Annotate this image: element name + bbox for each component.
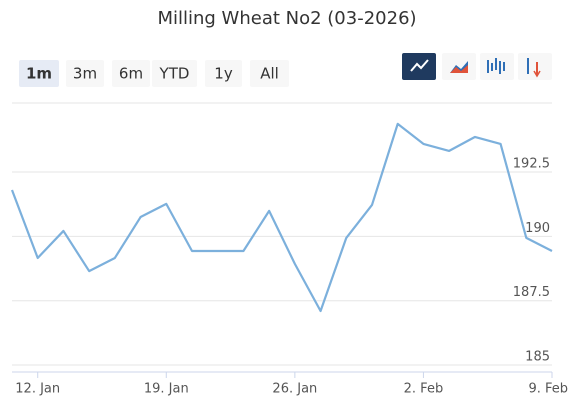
y-tick-label: 192.5: [513, 156, 550, 171]
y-tick-label: 187.5: [513, 285, 550, 300]
ohlc-glyph: [487, 58, 505, 74]
x-tick-label: 19. Jan: [144, 382, 189, 397]
x-tick-label: 12. Jan: [15, 382, 60, 397]
range-button-label[interactable]: 1m: [26, 65, 52, 83]
y-tick-label: 185: [525, 350, 550, 365]
range-button[interactable]: [112, 60, 150, 87]
range-button-label[interactable]: 6m: [119, 65, 143, 83]
y-tick-label: 190: [525, 221, 550, 236]
x-tick-label: 2. Feb: [404, 382, 444, 397]
range-button[interactable]: [205, 60, 242, 87]
line-glyph: [410, 59, 429, 72]
range-button-label[interactable]: YTD: [159, 65, 190, 83]
range-button[interactable]: [19, 60, 59, 87]
range-button[interactable]: [250, 60, 289, 87]
range-button[interactable]: [152, 60, 197, 87]
chart-type-icons[interactable]: [402, 53, 552, 80]
x-tick-label: 9. Feb: [528, 382, 568, 397]
x-tick-label: 26. Jan: [272, 382, 317, 397]
range-button-label[interactable]: 1y: [214, 65, 233, 83]
area-icon[interactable]: [442, 53, 476, 80]
candle-glyph: [533, 70, 541, 78]
range-button-label[interactable]: All: [260, 65, 279, 83]
chart-title: Milling Wheat No2 (03-2026): [157, 8, 416, 29]
area-glyph: [450, 65, 468, 73]
range-button-label[interactable]: 3m: [73, 65, 97, 83]
price-line: [10, 122, 553, 313]
range-button[interactable]: [66, 60, 104, 87]
candle-icon[interactable]: [518, 53, 552, 80]
